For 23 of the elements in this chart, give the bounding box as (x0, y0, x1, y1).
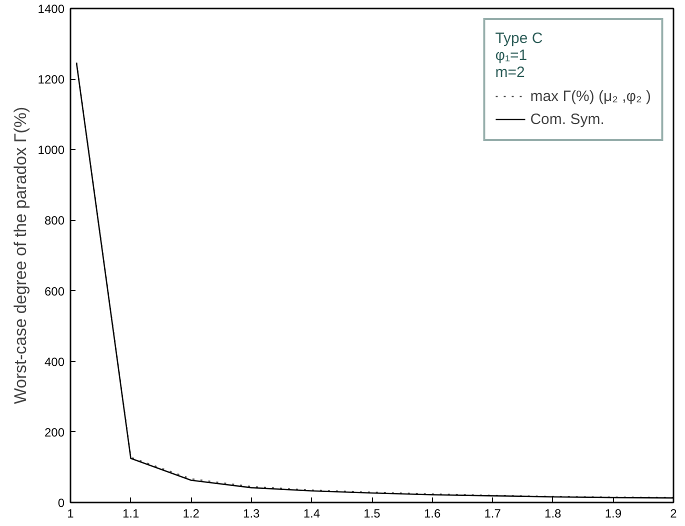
x-tick-label: 1 (67, 506, 74, 520)
x-tick-label: 2 (670, 506, 678, 520)
legend-label: Com. Sym. (530, 110, 604, 128)
y-tick-label: 400 (44, 354, 65, 369)
y-axis-title: Worst-case degree of the paradox Γ(%) (10, 106, 30, 404)
x-tick-label: 1.6 (424, 506, 441, 520)
y-tick-label: 0 (58, 496, 65, 510)
x-tick-label: 1.2 (182, 506, 200, 520)
x-tick-label: 1.9 (604, 506, 622, 520)
x-tick-label: 1.8 (544, 506, 562, 520)
y-tick-label: 1000 (38, 143, 65, 158)
legend-title: Type C φ₁=1 m=2 (495, 30, 544, 81)
y-tick-label: 1400 (38, 2, 65, 16)
y-tick-label: 600 (44, 284, 65, 298)
x-tick-label: 1.7 (484, 506, 502, 520)
x-tick-label: 1.1 (122, 506, 140, 520)
y-tick-label: 200 (44, 425, 65, 440)
y-tick-label: 1200 (38, 72, 65, 87)
y-tick-label: 800 (44, 214, 65, 228)
x-tick-label: 1.4 (303, 506, 320, 520)
x-tick-label: 1.3 (243, 506, 260, 520)
x-tick-label: 1.5 (364, 506, 381, 520)
legend-label: max Γ(%) (μ₂ ,φ₂ ) (530, 88, 651, 104)
